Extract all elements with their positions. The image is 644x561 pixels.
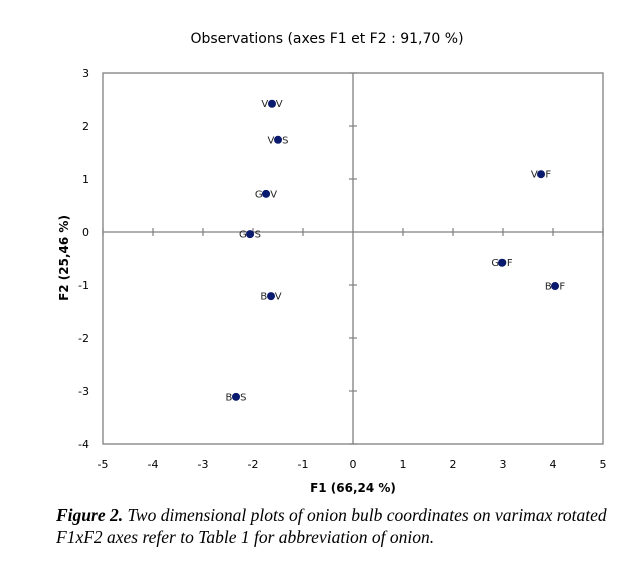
x-tick-label: -4 xyxy=(148,458,159,471)
y-tick-label: -4 xyxy=(78,438,89,451)
x-tick-label: 4 xyxy=(550,458,557,471)
point-marker xyxy=(551,282,559,291)
data-point: BOF xyxy=(545,282,566,293)
y-tick-label: 0 xyxy=(82,226,89,239)
x-tick-label: 3 xyxy=(500,458,507,471)
y-tick-label: 2 xyxy=(82,120,89,133)
x-tick-labels: -5 -4 -3 -2 -1 0 1 2 3 4 5 xyxy=(98,458,607,471)
figure-caption-label: Figure 2. xyxy=(56,505,124,525)
point-marker xyxy=(267,292,275,301)
x-tick-label: 0 xyxy=(350,458,357,471)
x-tick-label: -3 xyxy=(198,458,209,471)
point-marker xyxy=(498,258,506,267)
figure-caption-text: Two dimensional plots of onion bulb coor… xyxy=(56,505,607,547)
data-point: GOV xyxy=(255,189,277,200)
y-axis-label: F2 (25,46 %) xyxy=(57,215,71,301)
scatter-chart: Observations (axes F1 et F2 : 91,70 %) -… xyxy=(57,31,607,495)
x-axis-label: F1 (66,24 %) xyxy=(310,481,396,495)
data-point: BOS xyxy=(226,392,247,403)
data-point: VOV xyxy=(261,99,282,110)
chart-title: Observations (axes F1 et F2 : 91,70 %) xyxy=(190,31,463,47)
y-tick-label: -3 xyxy=(78,385,89,398)
data-point: GOF xyxy=(491,258,513,269)
point-marker xyxy=(232,392,240,401)
data-point: VOS xyxy=(268,135,289,146)
point-marker xyxy=(262,189,270,198)
x-tick-label: -2 xyxy=(248,458,259,471)
y-tick-label: 3 xyxy=(82,67,89,80)
y-tick-label: -1 xyxy=(78,279,89,292)
zero-axes xyxy=(102,72,604,445)
y-tick-labels: 3 2 1 0 -1 -2 -3 -4 xyxy=(78,67,89,451)
point-marker xyxy=(537,170,545,179)
point-marker xyxy=(246,230,254,239)
x-tick-label: 5 xyxy=(600,458,607,471)
data-point: GOS xyxy=(239,230,261,241)
x-tick-label: 2 xyxy=(450,458,457,471)
y-tick-label: 1 xyxy=(82,173,89,186)
point-marker xyxy=(274,135,282,144)
data-points: VOV VOS GOV GOS BOV BOS VOF GOF BOF xyxy=(226,99,566,403)
y-tick-label: -2 xyxy=(78,332,89,345)
figure-caption: Figure 2. Two dimensional plots of onion… xyxy=(56,504,636,548)
x-tick-label: 1 xyxy=(400,458,407,471)
data-point: BOV xyxy=(260,292,281,303)
x-tick-label: -1 xyxy=(298,458,309,471)
x-tick-label: -5 xyxy=(98,458,109,471)
point-marker xyxy=(268,99,276,108)
data-point: VOF xyxy=(531,170,552,181)
